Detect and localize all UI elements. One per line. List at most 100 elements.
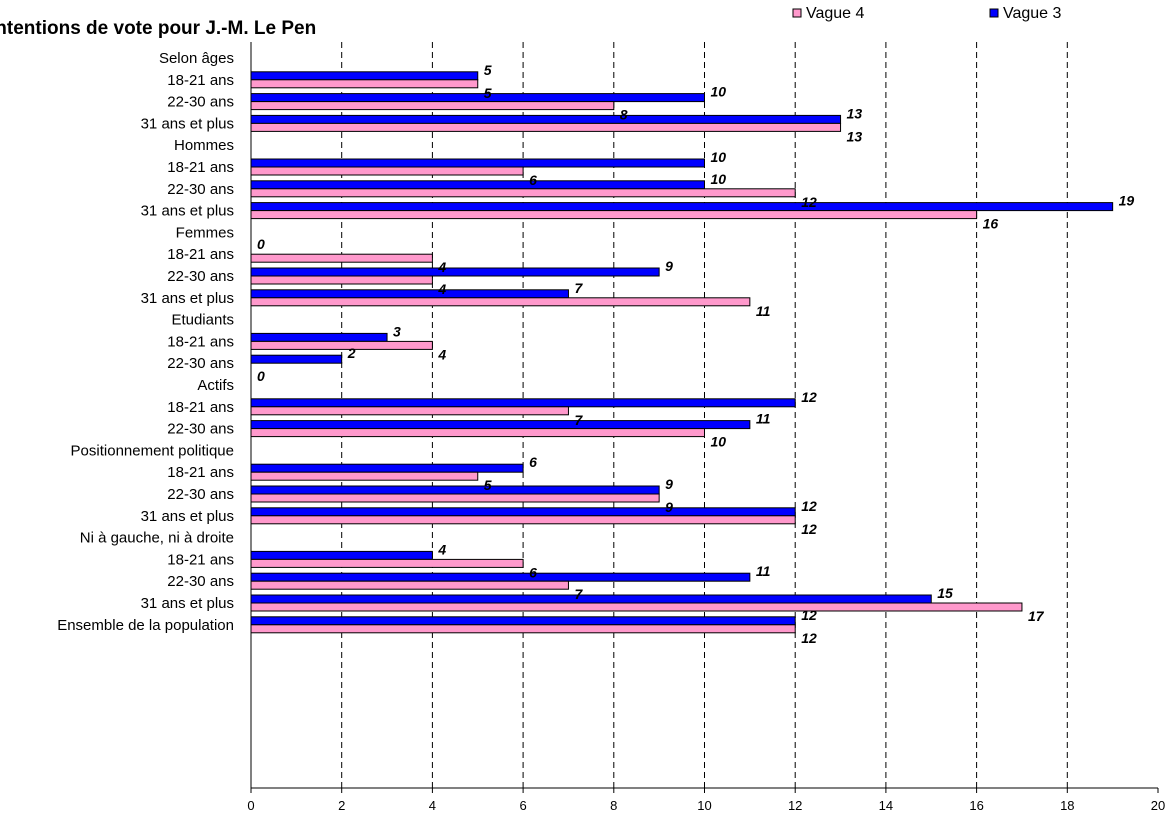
bar-vague3 <box>250 93 705 103</box>
chart-title: Intentions de vote pour J.-M. Le Pen <box>0 18 316 39</box>
group-label: Positionnement politique <box>71 442 234 459</box>
category-label: 22-30 ans <box>167 573 234 590</box>
bar-vague4 <box>250 340 433 350</box>
category-label: 22-30 ans <box>167 355 234 372</box>
bar-vague4 <box>250 101 615 111</box>
data-label-vague4: 4 <box>437 281 446 297</box>
bar-vague3 <box>250 267 660 277</box>
data-label-vague4: 8 <box>620 107 628 123</box>
data-label-vague3: 10 <box>711 84 727 100</box>
bar-vague4 <box>250 493 660 503</box>
bar-vague3 <box>250 158 705 168</box>
data-label-vague3: 2 <box>347 345 356 361</box>
data-label-vague4: 13 <box>847 128 863 144</box>
bar-vague3 <box>250 550 433 560</box>
x-tick-label-18: 18 <box>1060 798 1074 813</box>
bar-vague4 <box>250 428 705 438</box>
category-label: 18-21 ans <box>167 464 234 481</box>
bar-vague3 <box>250 180 705 190</box>
data-label-vague4: 7 <box>574 412 583 428</box>
category-label: 22-30 ans <box>167 94 234 111</box>
category-label: Ensemble de la population <box>57 617 234 634</box>
bar-vague3 <box>250 507 796 517</box>
group-label: Ni à gauche, ni à droite <box>80 530 234 547</box>
category-label: 22-30 ans <box>167 486 234 503</box>
legend-label-vague4: Vague 4 <box>806 5 865 22</box>
data-label-vague4: 9 <box>665 499 673 515</box>
data-label-vague4: 10 <box>711 434 727 450</box>
data-label-vague4: 6 <box>529 564 537 580</box>
data-label-vague4: 12 <box>801 521 817 537</box>
bar-vague4 <box>250 253 433 263</box>
x-tick-label-20: 20 <box>1151 798 1165 813</box>
bar-vague4 <box>250 515 796 525</box>
x-tick-label-0: 0 <box>247 798 254 813</box>
data-label-vague4: 7 <box>574 586 583 602</box>
group-label: Selon âges <box>159 50 234 67</box>
data-label-vague3: 11 <box>756 411 771 427</box>
category-label: 31 ans et plus <box>141 290 234 307</box>
bar-vague3 <box>250 572 751 582</box>
category-label: 31 ans et plus <box>141 508 234 525</box>
bar-vague3 <box>250 71 479 81</box>
data-label-vague3: 12 <box>801 498 817 514</box>
bar-vague3 <box>250 420 751 430</box>
x-tick-label-10: 10 <box>697 798 711 813</box>
bar-vague3 <box>250 485 660 495</box>
data-label-vague3: 15 <box>937 585 953 601</box>
data-label-vague3: 9 <box>665 258 673 274</box>
bar-vague4 <box>250 471 479 481</box>
bar-vague4 <box>250 79 479 89</box>
x-axis-tick-labels: 0 2 4 6 8 10 12 14 16 18 20 <box>247 798 1165 813</box>
category-label: 22-30 ans <box>167 421 234 438</box>
data-label-vague4: 0 <box>257 368 265 384</box>
bar-vague3 <box>250 289 569 299</box>
category-label: 18-21 ans <box>167 72 234 89</box>
bar-vague3 <box>250 114 842 124</box>
bar-vague3 <box>250 398 796 408</box>
bar-vague4 <box>250 558 524 568</box>
data-label-vague3: 10 <box>711 171 727 187</box>
category-label: 18-21 ans <box>167 246 234 263</box>
x-tick-label-8: 8 <box>610 798 617 813</box>
category-label: 31 ans et plus <box>141 115 234 132</box>
category-label: 31 ans et plus <box>141 595 234 612</box>
group-label: Actifs <box>197 377 234 394</box>
data-label-vague4: 5 <box>484 477 492 493</box>
legend-swatch-vague3 <box>989 8 999 18</box>
data-label-vague4: 4 <box>437 259 446 275</box>
data-label-vague4: 12 <box>801 630 817 646</box>
data-label-vague4: 11 <box>756 303 771 319</box>
category-labels: Selon âges 18-21 ans 22-30 ans 31 ans et pl… <box>57 50 234 634</box>
data-labels: 5 5 10 8 13 13 10 6 10 12 19 16 0 4 9 4 7 11 3 4 2 0 12 7 11 10 6 5… <box>257 62 1134 646</box>
legend-swatch-vague4 <box>792 8 802 18</box>
bar-vague3 <box>250 616 796 626</box>
bar-vague4 <box>250 122 842 132</box>
data-label-vague3: 10 <box>711 149 727 165</box>
chart-bars <box>250 71 1114 634</box>
bar-vague4 <box>250 624 796 634</box>
x-tick-label-4: 4 <box>429 798 436 813</box>
category-label: 18-21 ans <box>167 551 234 568</box>
data-label-vague3: 19 <box>1119 193 1135 209</box>
data-label-vague3: 6 <box>529 454 537 470</box>
data-label-vague4: 16 <box>983 216 999 232</box>
data-label-vague4: 6 <box>529 172 537 188</box>
data-label-vague3: 12 <box>801 607 817 623</box>
bar-vague3 <box>250 463 524 473</box>
bar-vague4 <box>250 297 751 307</box>
data-label-vague3: 5 <box>484 62 492 78</box>
bar-vague4 <box>250 188 796 198</box>
bar-vague4 <box>250 406 569 416</box>
category-label: 31 ans et plus <box>141 203 234 220</box>
category-label: 18-21 ans <box>167 399 234 416</box>
data-label-vague3: 13 <box>847 105 863 121</box>
category-label: 22-30 ans <box>167 268 234 285</box>
data-label-vague4: 12 <box>801 194 817 210</box>
bar-vague4 <box>250 210 978 220</box>
data-label-vague3: 11 <box>756 563 771 579</box>
bar-vague4 <box>250 275 433 285</box>
data-label-vague4: 5 <box>484 85 492 101</box>
group-label: Femmes <box>176 224 234 241</box>
